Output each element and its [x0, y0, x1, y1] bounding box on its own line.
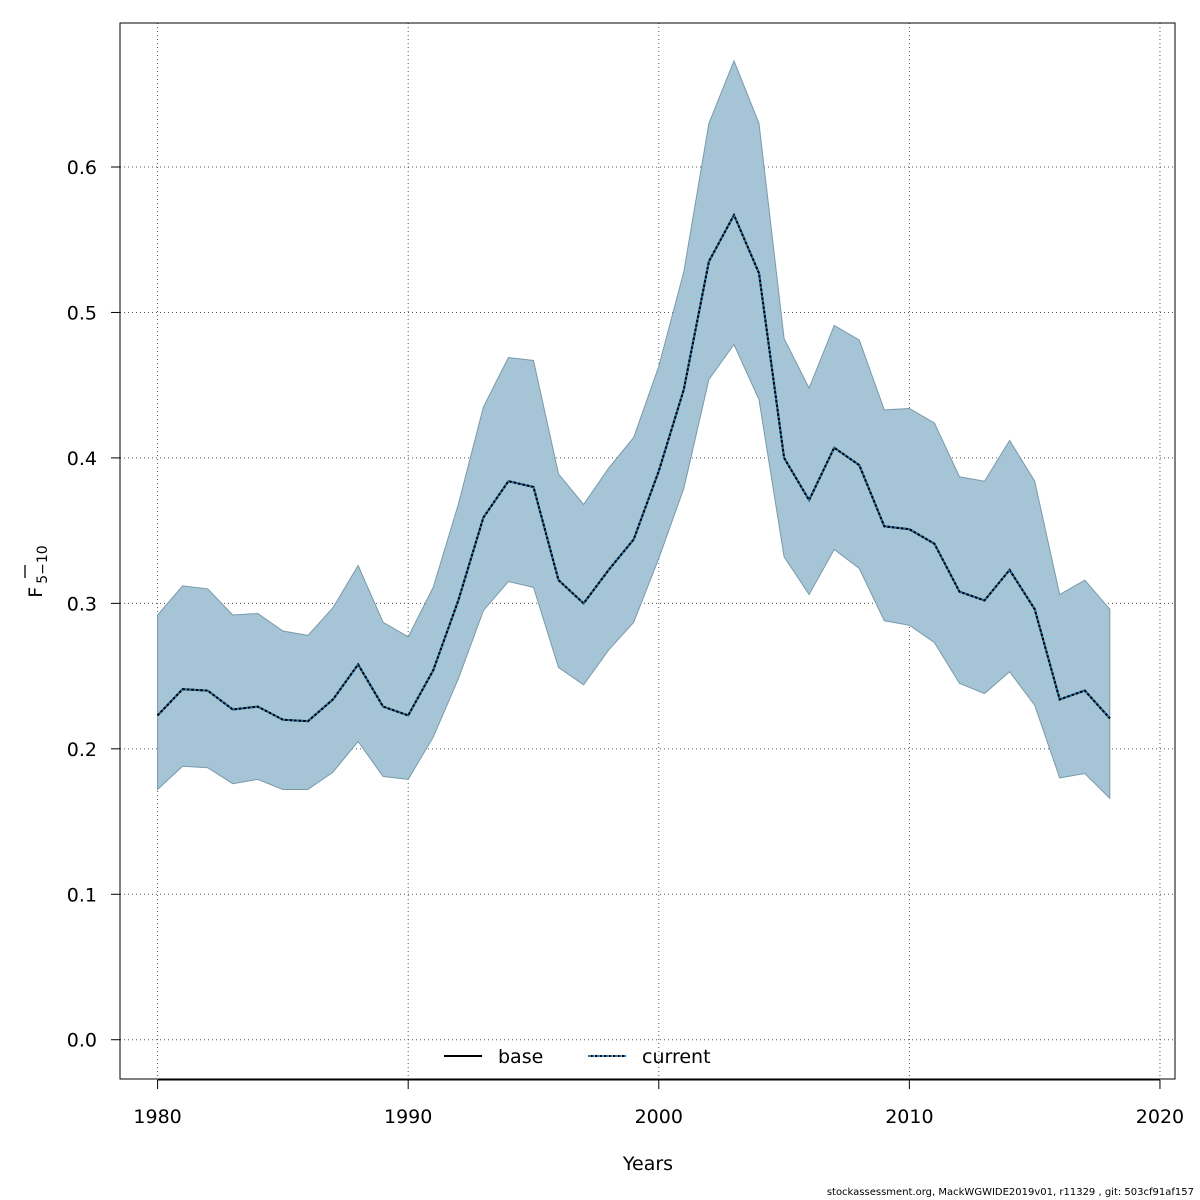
confidence-band [157, 59, 1111, 800]
legend-base-label: base [498, 1046, 543, 1068]
y-axis-title-subscript: 5−10 [35, 545, 51, 583]
x-tick-label: 2000 [635, 1106, 683, 1128]
svg-text:F5−10: F 5−10 [25, 545, 51, 597]
y-tick-label: 0.2 [67, 739, 97, 761]
axes: 1980 1990 2000 2010 2020 0.0 0.1 0.2 0.3 0.4 0.5 0.… [67, 22, 1184, 1128]
series-line-current [156, 212, 1111, 723]
y-tick-label: 0.1 [67, 884, 97, 906]
y-tick-label: 0.0 [67, 1030, 97, 1052]
y-tick-label: 0.5 [67, 302, 97, 324]
y-tick-label: 0.3 [67, 593, 97, 615]
series-lines [156, 212, 1111, 723]
x-tick-label: 1980 [133, 1106, 181, 1128]
footer-credit: stockassessment.org, MackWGWIDE2019v01, … [826, 1187, 1194, 1198]
y-tick-label: 0.4 [67, 448, 97, 470]
series-line-current-dark [156, 212, 1111, 723]
y-axis-title: F 5−10 [24, 545, 51, 598]
y-tick-label: 0.6 [67, 157, 97, 179]
x-tick-label: 1990 [384, 1106, 432, 1128]
y-axis-title-main: F [25, 587, 47, 598]
legend: base current [444, 1046, 711, 1068]
confidence-band-area [157, 59, 1111, 800]
x-axis-title: Years [622, 1153, 673, 1175]
x-tick-label: 2010 [885, 1106, 933, 1128]
legend-current-label: current [642, 1046, 711, 1068]
x-tick-label: 2020 [1136, 1106, 1184, 1128]
